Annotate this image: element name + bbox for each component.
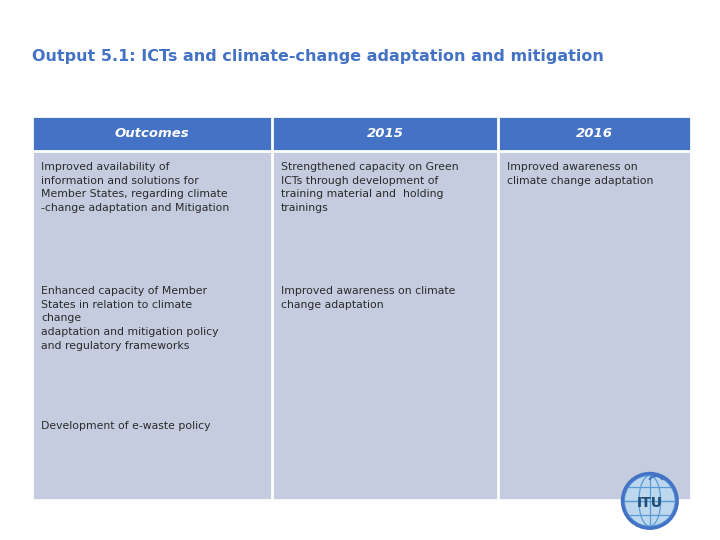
Text: Development of e-waste policy: Development of e-waste policy <box>41 421 210 431</box>
Text: Outcomes: Outcomes <box>115 127 189 140</box>
Text: ITU: ITU <box>636 496 663 510</box>
Text: 2015: 2015 <box>366 127 404 140</box>
Text: Improved availability of
information and solutions for
Member States, regarding : Improved availability of information and… <box>41 162 229 213</box>
Bar <box>32 116 691 151</box>
Bar <box>32 151 691 500</box>
Circle shape <box>624 475 675 526</box>
Text: Improved awareness on
climate change adaptation: Improved awareness on climate change ada… <box>507 162 653 186</box>
Circle shape <box>623 474 677 528</box>
Text: Enhanced capacity of Member
States in relation to climate
change
adaptation and : Enhanced capacity of Member States in re… <box>41 286 219 350</box>
Text: Output 5.1: ICTs and climate-change adaptation and mitigation: Output 5.1: ICTs and climate-change adap… <box>32 49 604 64</box>
Text: Improved awareness on climate
change adaptation: Improved awareness on climate change ada… <box>281 286 455 310</box>
Text: 2016: 2016 <box>576 127 613 140</box>
Text: Strengthened capacity on Green
ICTs through development of
training material and: Strengthened capacity on Green ICTs thro… <box>281 162 459 213</box>
